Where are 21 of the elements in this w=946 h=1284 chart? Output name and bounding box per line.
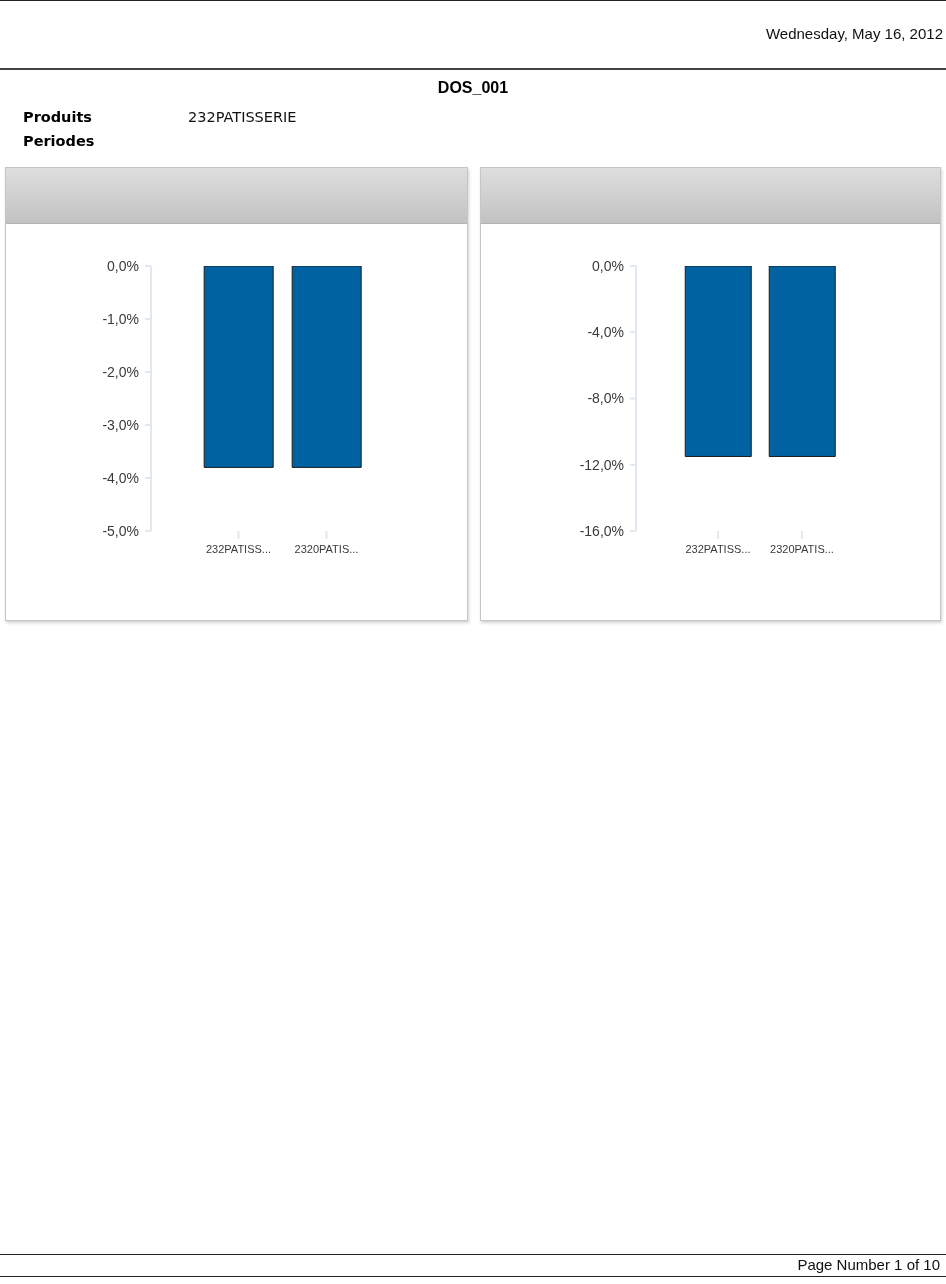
y-tick-label: -8,0% [587,390,624,407]
text: DOS_001 [436,79,510,97]
text: Produits [23,109,92,125]
y-tick-label: 0,0% [592,257,624,274]
text: 232PATISSERIE [188,109,297,125]
y-tick-label: -1,0% [102,310,139,327]
text: Wednesday, May 16, 2012 [765,25,943,42]
y-tick-label: -2,0% [102,363,139,380]
text: Periodes [23,133,95,149]
x-tick-label: 2320PATIS... [770,542,834,555]
y-tick-label: -4,0% [587,324,624,341]
text: Page Number 1 of 10 [797,1256,940,1273]
y-tick-label: -3,0% [102,416,139,433]
y-tick-label: 0,0% [107,257,139,274]
y-tick-label: -4,0% [102,469,139,486]
x-tick-label: 232PATISS... [205,542,272,555]
x-tick-label: 232PATISS... [685,542,751,555]
y-tick-label: -12,0% [579,456,624,473]
x-tick-label: 2320PATIS... [294,542,359,555]
y-tick-label: -16,0% [579,522,624,539]
y-tick-label: -5,0% [102,522,139,539]
